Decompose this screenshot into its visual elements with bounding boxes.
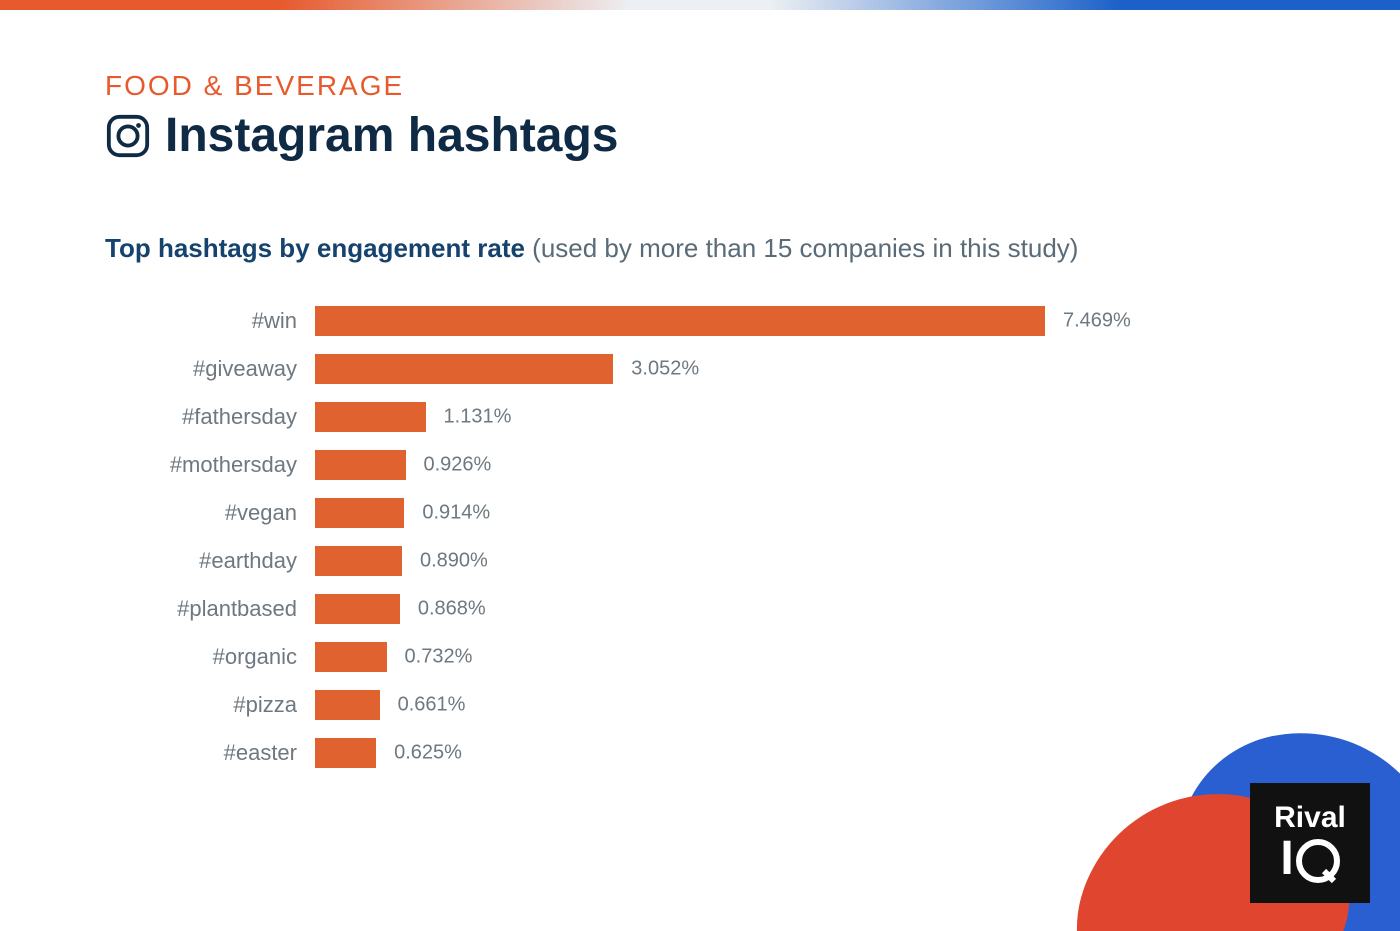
bar-track: 0.625% [315,738,1045,768]
bar-track: 0.661% [315,690,1045,720]
bar-track: 0.926% [315,450,1045,480]
top-gradient-bar [0,0,1400,10]
bar-value: 0.661% [398,694,466,717]
bar-fill [315,690,380,720]
bar-fill [315,306,1045,336]
bar-label: #giveaway [105,356,315,382]
chart-row: #organic 0.732% [105,642,1045,672]
bar-fill [315,498,404,528]
bar-label: #pizza [105,692,315,718]
hashtag-bar-chart: #win7.469%#giveaway3.052%#fathersday1.13… [105,306,1045,768]
title-row: Instagram hashtags [105,108,1340,163]
chart-row: #vegan 0.914% [105,498,1045,528]
chart-row: #fathersday 1.131% [105,402,1045,432]
logo-letter-i: I [1280,835,1293,883]
bar-value: 3.052% [631,358,699,381]
chart-row: #giveaway 3.052% [105,354,1045,384]
eyebrow-category: FOOD & BEVERAGE [105,70,1340,102]
rivaliq-logo: Rival I [1250,783,1370,903]
bar-label: #organic [105,644,315,670]
bar-value: 7.469% [1063,310,1131,333]
content-area: FOOD & BEVERAGE Instagram hashtags Top h… [105,70,1340,264]
bar-value: 0.732% [405,646,473,669]
bar-value: 0.914% [422,502,490,525]
chart-row: #win7.469% [105,306,1045,336]
logo-text-rival: Rival [1274,803,1346,833]
bar-track: 0.732% [315,642,1045,672]
bar-value: 0.868% [418,598,486,621]
bar-fill [315,594,400,624]
bar-fill [315,402,426,432]
logo-text-iq: I [1280,835,1339,883]
chart-row: #plantbased 0.868% [105,594,1045,624]
bar-label: #fathersday [105,404,315,430]
chart-subtitle: Top hashtags by engagement rate (used by… [105,233,1340,264]
bar-track: 0.914% [315,498,1045,528]
bar-value: 0.890% [420,550,488,573]
chart-row: #mothersday 0.926% [105,450,1045,480]
bar-track: 3.052% [315,354,1045,384]
bar-fill [315,546,402,576]
instagram-icon [105,113,151,159]
bar-fill [315,450,406,480]
bar-label: #mothersday [105,452,315,478]
bar-track: 0.890% [315,546,1045,576]
bar-track: 1.131% [315,402,1045,432]
page-title: Instagram hashtags [165,108,618,163]
infographic-frame: FOOD & BEVERAGE Instagram hashtags Top h… [0,0,1400,931]
bar-fill [315,354,613,384]
chart-row: #earthday 0.890% [105,546,1045,576]
bar-label: #earthday [105,548,315,574]
logo-letter-q [1296,839,1340,883]
bar-track: 7.469% [315,306,1045,336]
subtitle-context: (used by more than 15 companies in this … [525,233,1079,263]
bar-value: 0.926% [424,454,492,477]
bar-fill [315,642,387,672]
bar-label: #vegan [105,500,315,526]
bar-value: 1.131% [444,406,512,429]
bar-track: 0.868% [315,594,1045,624]
bar-fill [315,738,376,768]
bar-value: 0.625% [394,742,462,765]
bar-label: #plantbased [105,596,315,622]
chart-row: #easter 0.625% [105,738,1045,768]
bar-label: #easter [105,740,315,766]
subtitle-bold: Top hashtags by engagement rate [105,233,525,263]
bar-label: #win [105,308,315,334]
chart-row: #pizza 0.661% [105,690,1045,720]
